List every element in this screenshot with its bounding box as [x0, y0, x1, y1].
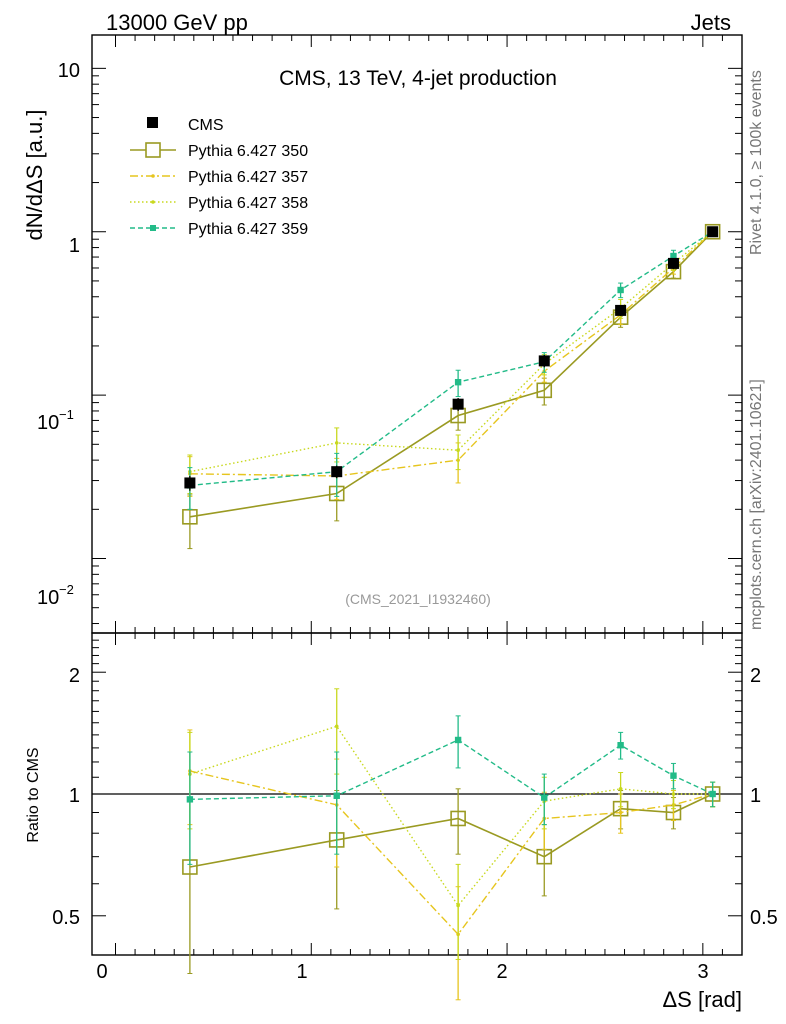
- mcplots-label: mcplots.cern.ch [arXiv:2401.10621]: [748, 379, 765, 630]
- ratio-y-tick-label-1-left: 1: [69, 785, 80, 807]
- ratio-pythia-6-427-358-marker-5: [671, 792, 676, 796]
- y-axis-label: dN/dΔS [a.u.]: [22, 110, 47, 241]
- main-pythia-6-427-350-marker-3: [536, 382, 553, 399]
- legend-label-359: Pythia 6.427 359: [188, 221, 308, 238]
- main-pythia-6-427-358-marker-1: [334, 441, 339, 445]
- main-pythia-6-427-359-marker-4: [617, 286, 624, 294]
- main-y-tick-labels: 10 −2 10 −1 1 10: [37, 60, 80, 609]
- y-tick-label-1e-1-base: 10: [37, 412, 59, 434]
- main-pythia-6-427-359-marker-5: [670, 252, 677, 260]
- y-tick-label-1e-1-exp: −1: [59, 407, 74, 422]
- ratio-pythia-6-427-350-marker-2: [450, 810, 466, 827]
- main-pythia-6-427-358-line: [189, 231, 714, 473]
- legend-label-357: Pythia 6.427 357: [188, 169, 308, 186]
- main-pythia-6-427-357-line: [189, 231, 714, 477]
- main-pythia-6-427-359-marker-2: [454, 378, 462, 386]
- x-tick-label-1: 1: [296, 961, 307, 983]
- main-cms-marker-1: [331, 466, 343, 478]
- main-cms-marker-4: [615, 304, 627, 316]
- header-category-label: Jets: [691, 10, 731, 35]
- main-cms-marker-3: [538, 355, 550, 367]
- legend-marker-357: [151, 174, 155, 178]
- ratio-pythia-6-427-357-marker-4: [618, 810, 623, 815]
- ratio-pythia-6-427-359-marker-0: [186, 796, 194, 803]
- main-pythia-6-427-350-line: [189, 231, 714, 518]
- x-tick-label-0: 0: [96, 961, 107, 983]
- ratio-pythia-6-427-359-marker-3: [541, 794, 548, 801]
- ratio-pythia-6-427-359-marker-6: [709, 790, 716, 798]
- analysis-id-label: (CMS_2021_I1932460): [345, 591, 491, 607]
- main-cms-marker-5: [667, 257, 679, 269]
- legend-marker-350: [145, 142, 161, 158]
- ratio-pythia-6-427-359-marker-1: [333, 792, 340, 799]
- ratio-y-tick-label-2-right: 2: [750, 665, 761, 687]
- rivet-version-label: Rivet 4.1.0, ≥ 100k events: [748, 70, 765, 255]
- legend-marker-cms: [147, 117, 158, 128]
- y-tick-label-1e-2-base: 10: [37, 587, 59, 609]
- legend-label-cms: CMS: [188, 117, 224, 134]
- ratio-pythia-6-427-350-line: [189, 793, 713, 868]
- ratio-pythia-6-427-358-marker-4: [618, 787, 623, 791]
- main-cms-marker-0: [184, 477, 196, 489]
- ratio-y-axis-label: Ratio to CMS: [25, 747, 42, 842]
- ratio-pythia-6-427-359-marker-5: [670, 772, 677, 779]
- x-axis-label: ΔS [rad]: [662, 987, 742, 1012]
- main-cms-marker-2: [452, 398, 464, 410]
- y-tick-label-10: 10: [58, 60, 80, 82]
- y-tick-label-1e-2-exp: −2: [59, 582, 74, 597]
- ratio-y-tick-label-1-right: 1: [750, 785, 761, 807]
- main-pythia-6-427-350-marker-6: [704, 223, 721, 240]
- ratio-y-tick-label-2-left: 2: [69, 665, 80, 687]
- header-collision-label: 13000 GeV pp: [106, 10, 248, 35]
- main-cms-marker-6: [707, 226, 719, 238]
- main-pythia-6-427-359-line: [189, 231, 714, 487]
- ratio-pythia-6-427-359-marker-2: [454, 736, 462, 744]
- legend-label-358: Pythia 6.427 358: [188, 195, 308, 212]
- legend-marker-359: [150, 225, 156, 231]
- x-tick-label-2: 2: [496, 961, 507, 983]
- ratio-pythia-6-427-358-marker-2: [456, 903, 460, 908]
- x-tick-label-3: 3: [697, 961, 708, 983]
- chart-title: CMS, 13 TeV, 4-jet production: [279, 67, 557, 90]
- ratio-pythia-6-427-359-marker-4: [617, 742, 624, 749]
- main-pythia-6-427-358-marker-2: [456, 448, 460, 453]
- chart-marks: [91, 34, 743, 1001]
- x-tick-labels: 0 1 2 3: [96, 961, 708, 983]
- ratio-y-tick-label-0.5-right: 0.5: [750, 907, 778, 929]
- legend-label-350: Pythia 6.427 350: [188, 143, 308, 160]
- legend-marker-358: [151, 200, 155, 204]
- ratio-y-tick-label-0.5-left: 0.5: [52, 907, 80, 929]
- ratio-pythia-6-427-358-marker-1: [334, 724, 339, 729]
- ratio-y-tick-labels: 0.5 1 2 0.5 1 2: [52, 665, 778, 929]
- legend: CMS Pythia 6.427 350 Pythia 6.427 357 Py…: [130, 117, 308, 238]
- y-tick-label-1: 1: [69, 235, 80, 257]
